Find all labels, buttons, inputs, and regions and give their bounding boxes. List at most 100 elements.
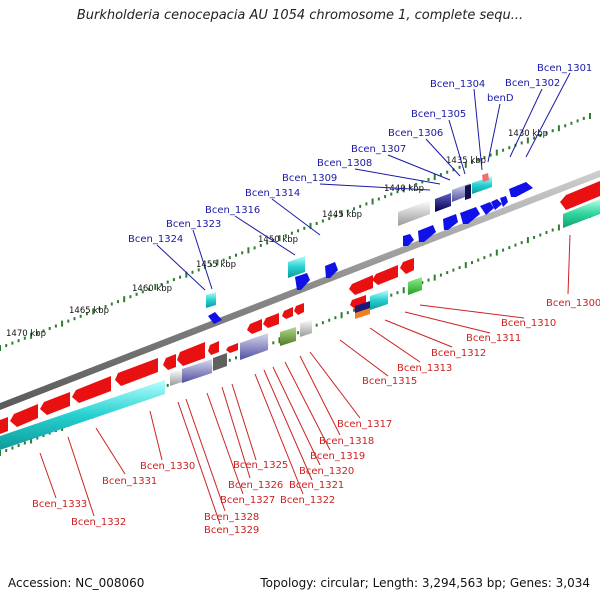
scale-tick xyxy=(185,271,188,278)
bottom-leader-lines xyxy=(39,234,571,525)
scale-tick xyxy=(427,278,430,282)
gene-block xyxy=(398,200,430,226)
scale-tick xyxy=(36,331,39,335)
scale-tick xyxy=(452,268,455,272)
gene-block xyxy=(206,292,216,308)
scale-tick xyxy=(582,116,585,120)
scale-tick xyxy=(30,437,33,444)
scale-tick xyxy=(415,182,418,186)
gene-arrow xyxy=(72,376,111,403)
scale-tick xyxy=(508,246,511,250)
gene-arrow xyxy=(163,354,176,370)
scale-tick xyxy=(5,344,8,348)
scale-tick xyxy=(514,243,517,247)
scale-tick xyxy=(458,266,461,270)
scale-tick xyxy=(328,217,331,221)
gene-arrow xyxy=(443,214,458,230)
forward-strand-genes xyxy=(206,173,533,324)
scale-tick xyxy=(520,241,523,245)
kbp-label: 1465 kbp xyxy=(69,306,109,316)
kbp-label: 1430 kbp xyxy=(508,129,548,139)
scale-tick xyxy=(353,308,355,312)
gene-arrow xyxy=(295,273,310,290)
gene-arrow xyxy=(400,258,414,274)
gene-arrow xyxy=(294,303,304,315)
gene-label: Bcen_1313 xyxy=(397,363,452,374)
scale-tick xyxy=(297,331,300,335)
gene-label: Bcen_1308 xyxy=(317,158,372,169)
scale-tick xyxy=(477,258,480,262)
scale-tick xyxy=(0,450,1,456)
gene-label: Bcen_1321 xyxy=(289,480,344,491)
scale-tick xyxy=(439,173,442,177)
gene-label: Bcen_1325 xyxy=(233,460,288,471)
gene-label: Bcen_1332 xyxy=(71,517,126,528)
scale-tick xyxy=(589,113,591,119)
scale-tick xyxy=(104,305,107,308)
gene-label: Bcen_1315 xyxy=(362,376,417,387)
scale-tick xyxy=(489,253,492,257)
gene-arrow xyxy=(491,199,502,210)
gene-label: Bcen_1304 xyxy=(430,79,485,90)
gene-block xyxy=(288,256,305,278)
scale-tick xyxy=(557,125,560,132)
scale-tick xyxy=(334,316,337,320)
gene-arrow xyxy=(282,307,293,319)
scale-tick xyxy=(154,283,157,290)
gene-label: Bcen_1302 xyxy=(505,78,560,89)
gene-label: Bcen_1328 xyxy=(204,512,259,523)
scale-tick xyxy=(502,148,505,152)
scale-tick xyxy=(471,160,473,164)
scale-tick xyxy=(421,281,424,285)
scale-tick xyxy=(508,146,511,150)
gene-arrow xyxy=(349,275,373,295)
gene-arrow xyxy=(10,404,38,427)
scale-tick xyxy=(545,131,548,135)
scale-tick xyxy=(135,292,138,296)
scale-tick xyxy=(309,222,312,229)
scale-tick xyxy=(390,293,393,297)
gene-label: Bcen_1311 xyxy=(466,333,521,344)
scale-tick xyxy=(464,161,467,168)
scale-tick xyxy=(278,337,281,344)
scale-tick xyxy=(30,332,33,339)
gene-block xyxy=(182,359,212,383)
scale-ticks-top xyxy=(0,113,591,351)
gene-arrow xyxy=(226,343,238,353)
scale-tick xyxy=(148,287,151,291)
scale-tick xyxy=(129,295,132,299)
scale-tick xyxy=(570,121,573,125)
scale-tick xyxy=(390,192,393,196)
scale-tick xyxy=(284,234,287,238)
scale-tick xyxy=(11,446,14,450)
gene-label: Bcen_1305 xyxy=(411,109,466,120)
kbp-label: 1450 kbp xyxy=(258,235,298,245)
gene-arrow xyxy=(208,341,219,355)
scale-tick xyxy=(471,261,473,265)
gene-block xyxy=(213,353,227,371)
gene-block xyxy=(0,380,165,450)
scale-tick xyxy=(241,251,244,255)
kbp-label: 1470 kbp xyxy=(6,329,46,339)
scale-tick xyxy=(328,318,331,322)
scale-tick xyxy=(321,219,324,223)
kbp-label: 1445 kbp xyxy=(322,210,362,220)
scale-tick xyxy=(384,195,387,199)
scale-tick xyxy=(576,119,579,123)
scale-tick xyxy=(17,339,20,343)
accession-text: Accession: NC_008060 xyxy=(8,576,145,590)
kbp-label: 1435 kbp xyxy=(446,156,486,166)
scale-tick xyxy=(172,278,175,282)
scale-tick xyxy=(346,311,349,315)
gene-label: Bcen_1327 xyxy=(220,495,275,506)
scale-tick xyxy=(483,156,486,159)
scale-tick xyxy=(11,341,14,345)
gene-arrow xyxy=(560,181,600,210)
gene-block xyxy=(408,277,422,295)
gene-label: Bcen_1312 xyxy=(431,348,486,359)
gene-label: benD xyxy=(487,93,514,104)
top-leader-lines xyxy=(156,72,571,291)
scale-tick xyxy=(315,222,318,225)
scale-tick xyxy=(228,256,231,260)
scale-tick xyxy=(402,287,405,294)
